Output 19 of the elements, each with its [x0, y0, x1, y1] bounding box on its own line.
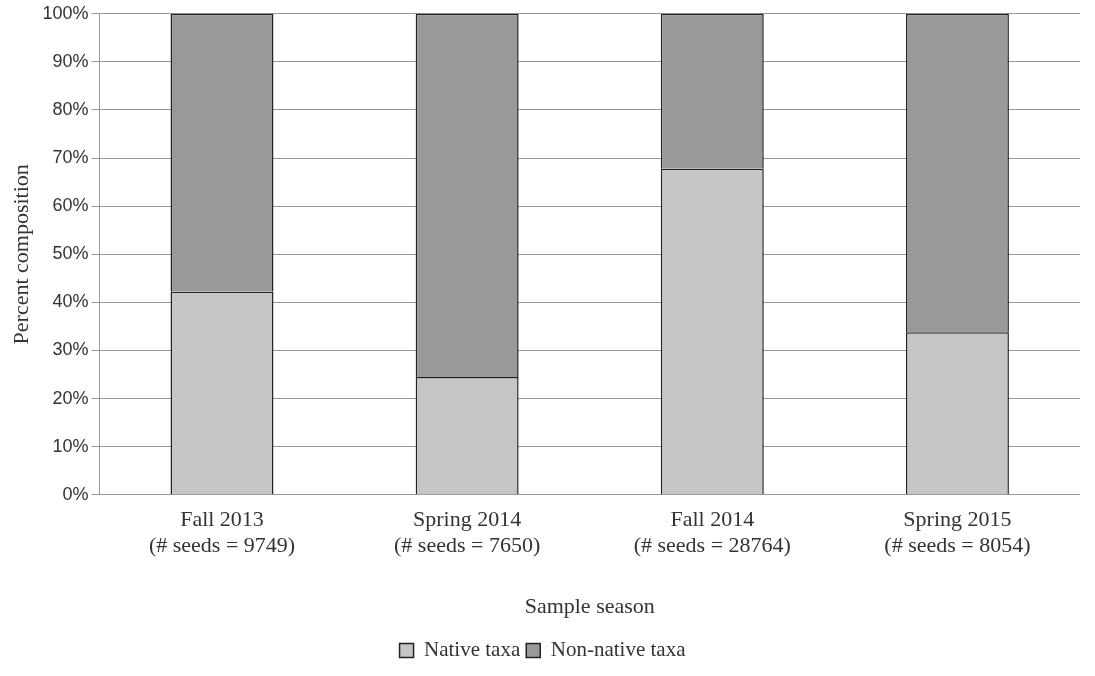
legend-label: Non-native taxa: [550, 637, 687, 662]
y-tick-label: 40%: [52, 291, 89, 312]
x-tick-label: Spring 2015 (# seeds = 8054): [884, 505, 1031, 558]
y-tick-label: 0%: [62, 483, 89, 504]
y-axis-title: Percent composition: [7, 164, 33, 345]
x-tick-label: Fall 2013 (# seeds = 9749): [148, 505, 296, 558]
y-tick-label: 90%: [52, 50, 89, 71]
x-tick-label: Fall 2014 (# seeds = 28764): [633, 505, 791, 558]
y-tick-label: 80%: [52, 98, 89, 119]
y-tick-label: 50%: [52, 243, 89, 264]
y-tick-label: 70%: [52, 147, 89, 168]
x-axis-title: Sample season: [524, 592, 655, 618]
y-tick-label: 10%: [52, 435, 89, 456]
legend-label: Native taxa: [424, 637, 521, 662]
x-tick-label: Spring 2014 (# seeds = 7650): [394, 505, 541, 558]
y-tick-label: 100%: [42, 2, 89, 23]
y-tick-label: 60%: [52, 195, 89, 216]
y-tick-label: 30%: [52, 339, 89, 360]
y-tick-label: 20%: [52, 387, 89, 408]
